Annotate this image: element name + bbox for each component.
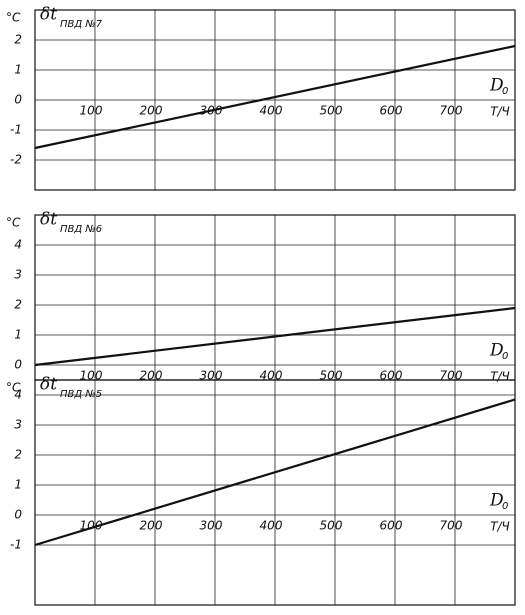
x-tick-label: 100 [80,104,103,118]
x-unit: Т/Ч [490,370,510,384]
x-label-sub: 0 [502,351,508,362]
y-tick-label: 0 [14,93,22,107]
x-tick-label: 700 [440,104,463,118]
x-label-sub: 0 [502,501,508,512]
x-tick-label: 500 [320,104,343,118]
x-label: D [489,491,504,511]
x-label: D [489,341,504,361]
y-label: δt [40,210,57,230]
y-label-sub: ПВД №5 [60,389,102,400]
data-line [34,306,516,367]
y-tick-label: 2 [14,448,22,462]
x-tick-label: 200 [140,369,163,383]
y-tick-label: 0 [14,358,22,372]
unit-label: °C [6,216,21,230]
x-tick-label: 300 [200,519,223,533]
x-tick-label: 500 [320,519,343,533]
x-tick-label: 500 [320,369,343,383]
y-tick-label: -2 [10,153,22,167]
x-tick-label: 600 [380,519,403,533]
y-tick-label: -1 [10,123,22,137]
y-label-sub: ПВД №6 [60,224,102,235]
x-tick-label: 400 [260,369,283,383]
unit-label: °C [6,381,21,395]
y-label: δt [40,5,57,25]
y-tick-label: -1 [10,538,22,552]
x-tick-label: 300 [200,369,223,383]
x-tick-label: 600 [380,104,403,118]
x-tick-label: 700 [440,369,463,383]
x-tick-label: 100 [80,369,103,383]
x-tick-label: 400 [260,519,283,533]
y-label: δt [40,375,57,395]
y-tick-label: 4 [14,388,22,402]
x-tick-label: 200 [140,519,163,533]
y-tick-label: 1 [14,478,22,492]
x-label-sub: 0 [502,86,508,97]
x-tick-label: 700 [440,519,463,533]
data-line [34,398,516,547]
unit-label: °C [6,11,21,25]
y-tick-label: 1 [14,328,22,342]
y-tick-label: 3 [14,418,22,432]
x-tick-label: 600 [380,369,403,383]
y-tick-label: 3 [14,268,22,282]
x-unit: Т/Ч [490,520,510,534]
y-tick-label: 2 [14,33,22,47]
x-unit: Т/Ч [490,105,510,119]
y-tick-label: 1 [14,63,22,77]
x-tick-label: 400 [260,104,283,118]
x-tick-label: 200 [140,104,163,118]
data-line [34,44,516,150]
y-tick-label: 2 [14,298,22,312]
y-tick-label: 0 [14,508,22,522]
y-label-sub: ПВД №7 [60,19,103,30]
y-tick-label: 4 [14,238,22,252]
x-label: D [489,76,504,96]
